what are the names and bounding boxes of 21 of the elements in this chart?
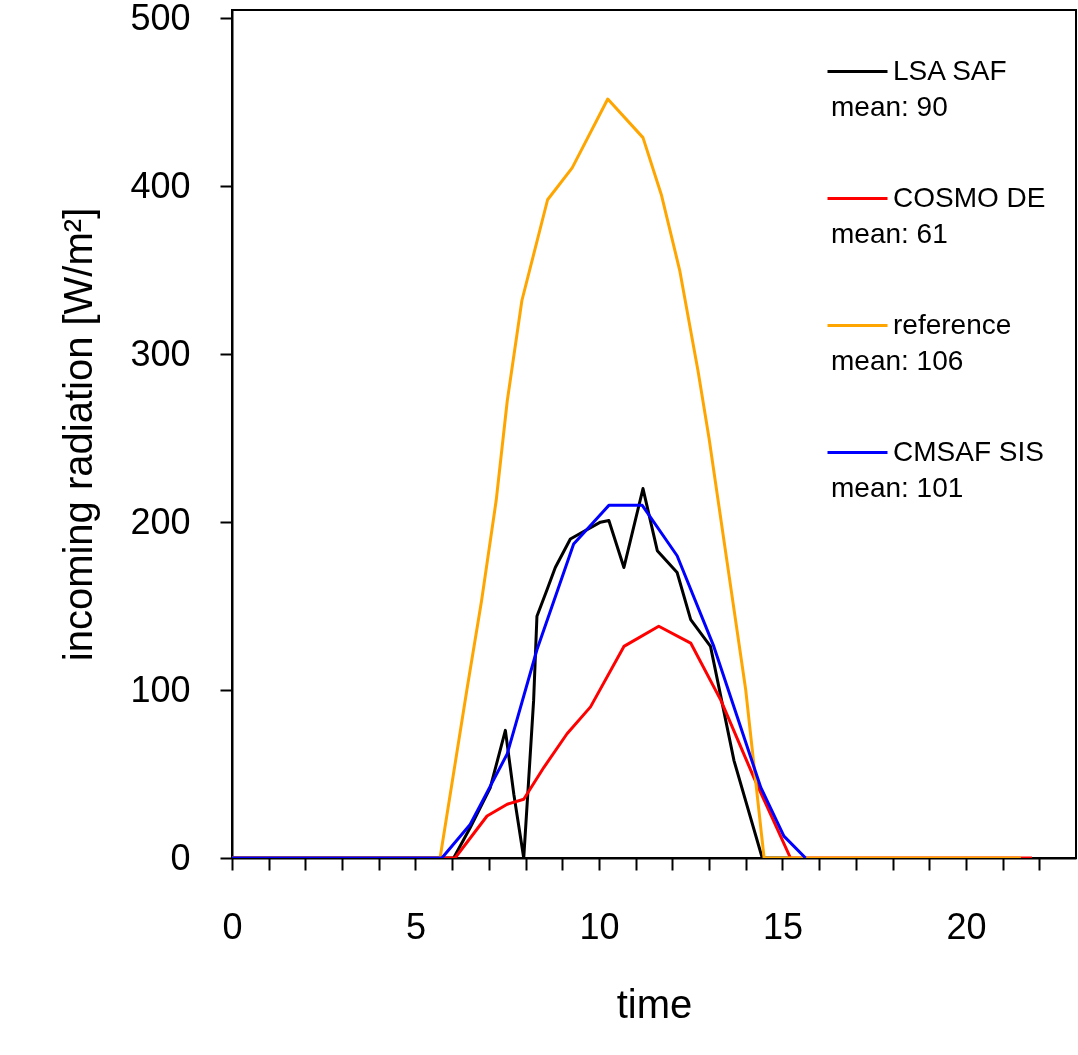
y-tick-label: 400 xyxy=(130,164,191,206)
y-tick-label: 0 xyxy=(170,836,191,878)
y-tick-label: 500 xyxy=(130,0,191,38)
x-tick-label: 0 xyxy=(222,905,243,947)
y-tick-label: 200 xyxy=(130,500,191,542)
y-axis-title: incoming radiation [W/m²] xyxy=(56,207,101,662)
annotation: mean: 101 xyxy=(831,472,964,503)
annotation: mean: 106 xyxy=(831,345,964,376)
x-axis-title: time xyxy=(616,981,693,1026)
legend-label: CMSAF SIS xyxy=(893,435,1044,467)
x-tick-label: 20 xyxy=(946,905,987,947)
legend-label: reference xyxy=(893,308,1012,340)
y-tick-label: 300 xyxy=(130,332,191,374)
x-tick-label: 10 xyxy=(579,905,620,947)
annotation: mean: 90 xyxy=(831,91,948,122)
legend-label: COSMO DE xyxy=(893,181,1046,213)
x-tick-label: 15 xyxy=(762,905,803,947)
y-tick-label: 100 xyxy=(130,668,191,710)
legend-label: LSA SAF xyxy=(893,54,1007,86)
x-tick-label: 5 xyxy=(405,905,426,947)
annotation: mean: 61 xyxy=(831,218,948,249)
